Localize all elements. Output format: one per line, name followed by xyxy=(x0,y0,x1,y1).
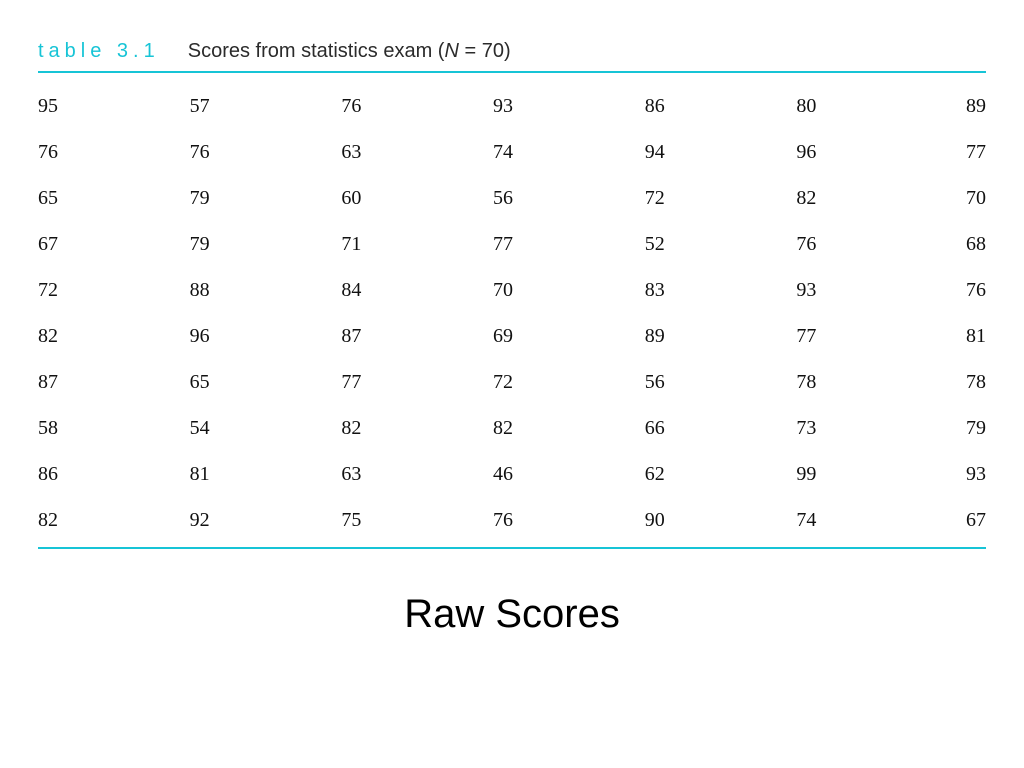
table-cell: 89 xyxy=(939,83,986,129)
table-label: table 3.1 xyxy=(38,40,160,63)
table-cell: 76 xyxy=(796,221,938,267)
table-cell: 46 xyxy=(493,451,645,497)
table-cell: 79 xyxy=(190,221,342,267)
table-cell: 77 xyxy=(939,129,986,175)
table-row: 87657772567878 xyxy=(38,359,986,405)
table-cell: 68 xyxy=(939,221,986,267)
table-row: 95577693868089 xyxy=(38,83,986,129)
table-cell: 57 xyxy=(190,83,342,129)
caption-eq: = xyxy=(459,40,482,62)
table-cell: 76 xyxy=(493,497,645,543)
table-cell: 82 xyxy=(341,405,493,451)
scores-table: 9557769386808976766374949677657960567282… xyxy=(38,83,986,543)
table-cell: 83 xyxy=(645,267,797,313)
table-cell: 79 xyxy=(939,405,986,451)
table-cell: 77 xyxy=(796,313,938,359)
table-cell: 92 xyxy=(190,497,342,543)
table-cell: 70 xyxy=(493,267,645,313)
table-cell: 86 xyxy=(38,451,190,497)
table-cell: 99 xyxy=(796,451,938,497)
table-cell: 82 xyxy=(796,175,938,221)
table-cell: 56 xyxy=(493,175,645,221)
table-cell: 63 xyxy=(341,451,493,497)
table-cell: 69 xyxy=(493,313,645,359)
table-cell: 66 xyxy=(645,405,797,451)
table-cell: 93 xyxy=(939,451,986,497)
table-cell: 79 xyxy=(190,175,342,221)
table-cell: 90 xyxy=(645,497,797,543)
table-cell: 96 xyxy=(796,129,938,175)
table-row: 65796056728270 xyxy=(38,175,986,221)
table-cell: 78 xyxy=(939,359,986,405)
table-cell: 88 xyxy=(190,267,342,313)
table-row: 72888470839376 xyxy=(38,267,986,313)
table-cell: 94 xyxy=(645,129,797,175)
table-cell: 54 xyxy=(190,405,342,451)
caption-variable: N xyxy=(444,40,458,62)
table-cell: 87 xyxy=(38,359,190,405)
caption-value: 70 xyxy=(482,40,504,62)
table-cell: 72 xyxy=(38,267,190,313)
table-row: 58548282667379 xyxy=(38,405,986,451)
caption-prefix: Scores from statistics exam ( xyxy=(188,40,445,62)
table-cell: 52 xyxy=(645,221,797,267)
table-cell: 87 xyxy=(341,313,493,359)
table-row: 86816346629993 xyxy=(38,451,986,497)
table-cell: 81 xyxy=(190,451,342,497)
table-cell: 78 xyxy=(796,359,938,405)
table-cell: 67 xyxy=(38,221,190,267)
table-cell: 71 xyxy=(341,221,493,267)
table-cell: 74 xyxy=(796,497,938,543)
table-cell: 58 xyxy=(38,405,190,451)
table-caption: Scores from statistics exam (N = 70) xyxy=(188,40,511,63)
table-cell: 82 xyxy=(38,497,190,543)
table-row: 82927576907467 xyxy=(38,497,986,543)
table-cell: 84 xyxy=(341,267,493,313)
caption-suffix: ) xyxy=(504,40,511,62)
table-cell: 86 xyxy=(645,83,797,129)
table-cell: 93 xyxy=(493,83,645,129)
table-cell: 76 xyxy=(939,267,986,313)
table-cell: 80 xyxy=(796,83,938,129)
table-cell: 89 xyxy=(645,313,797,359)
table-cell: 63 xyxy=(341,129,493,175)
table-row: 67797177527668 xyxy=(38,221,986,267)
table-bottom-rule xyxy=(38,547,986,549)
page-title: Raw Scores xyxy=(0,592,1024,637)
table-cell: 96 xyxy=(190,313,342,359)
table-cell: 62 xyxy=(645,451,797,497)
table-cell: 82 xyxy=(493,405,645,451)
table-header: table 3.1 Scores from statistics exam (N… xyxy=(38,40,986,73)
table-cell: 65 xyxy=(38,175,190,221)
table-cell: 60 xyxy=(341,175,493,221)
table-cell: 65 xyxy=(190,359,342,405)
table-cell: 56 xyxy=(645,359,797,405)
table-cell: 77 xyxy=(341,359,493,405)
table-cell: 82 xyxy=(38,313,190,359)
table-row: 76766374949677 xyxy=(38,129,986,175)
table-cell: 95 xyxy=(38,83,190,129)
table-cell: 67 xyxy=(939,497,986,543)
table-cell: 72 xyxy=(493,359,645,405)
table-cell: 77 xyxy=(493,221,645,267)
table-cell: 76 xyxy=(38,129,190,175)
table-cell: 76 xyxy=(190,129,342,175)
table-row: 82968769897781 xyxy=(38,313,986,359)
table-cell: 75 xyxy=(341,497,493,543)
table-cell: 93 xyxy=(796,267,938,313)
table-cell: 73 xyxy=(796,405,938,451)
scores-table-block: table 3.1 Scores from statistics exam (N… xyxy=(38,40,986,549)
table-cell: 74 xyxy=(493,129,645,175)
table-cell: 76 xyxy=(341,83,493,129)
table-cell: 70 xyxy=(939,175,986,221)
scores-tbody: 9557769386808976766374949677657960567282… xyxy=(38,83,986,543)
table-cell: 81 xyxy=(939,313,986,359)
table-cell: 72 xyxy=(645,175,797,221)
